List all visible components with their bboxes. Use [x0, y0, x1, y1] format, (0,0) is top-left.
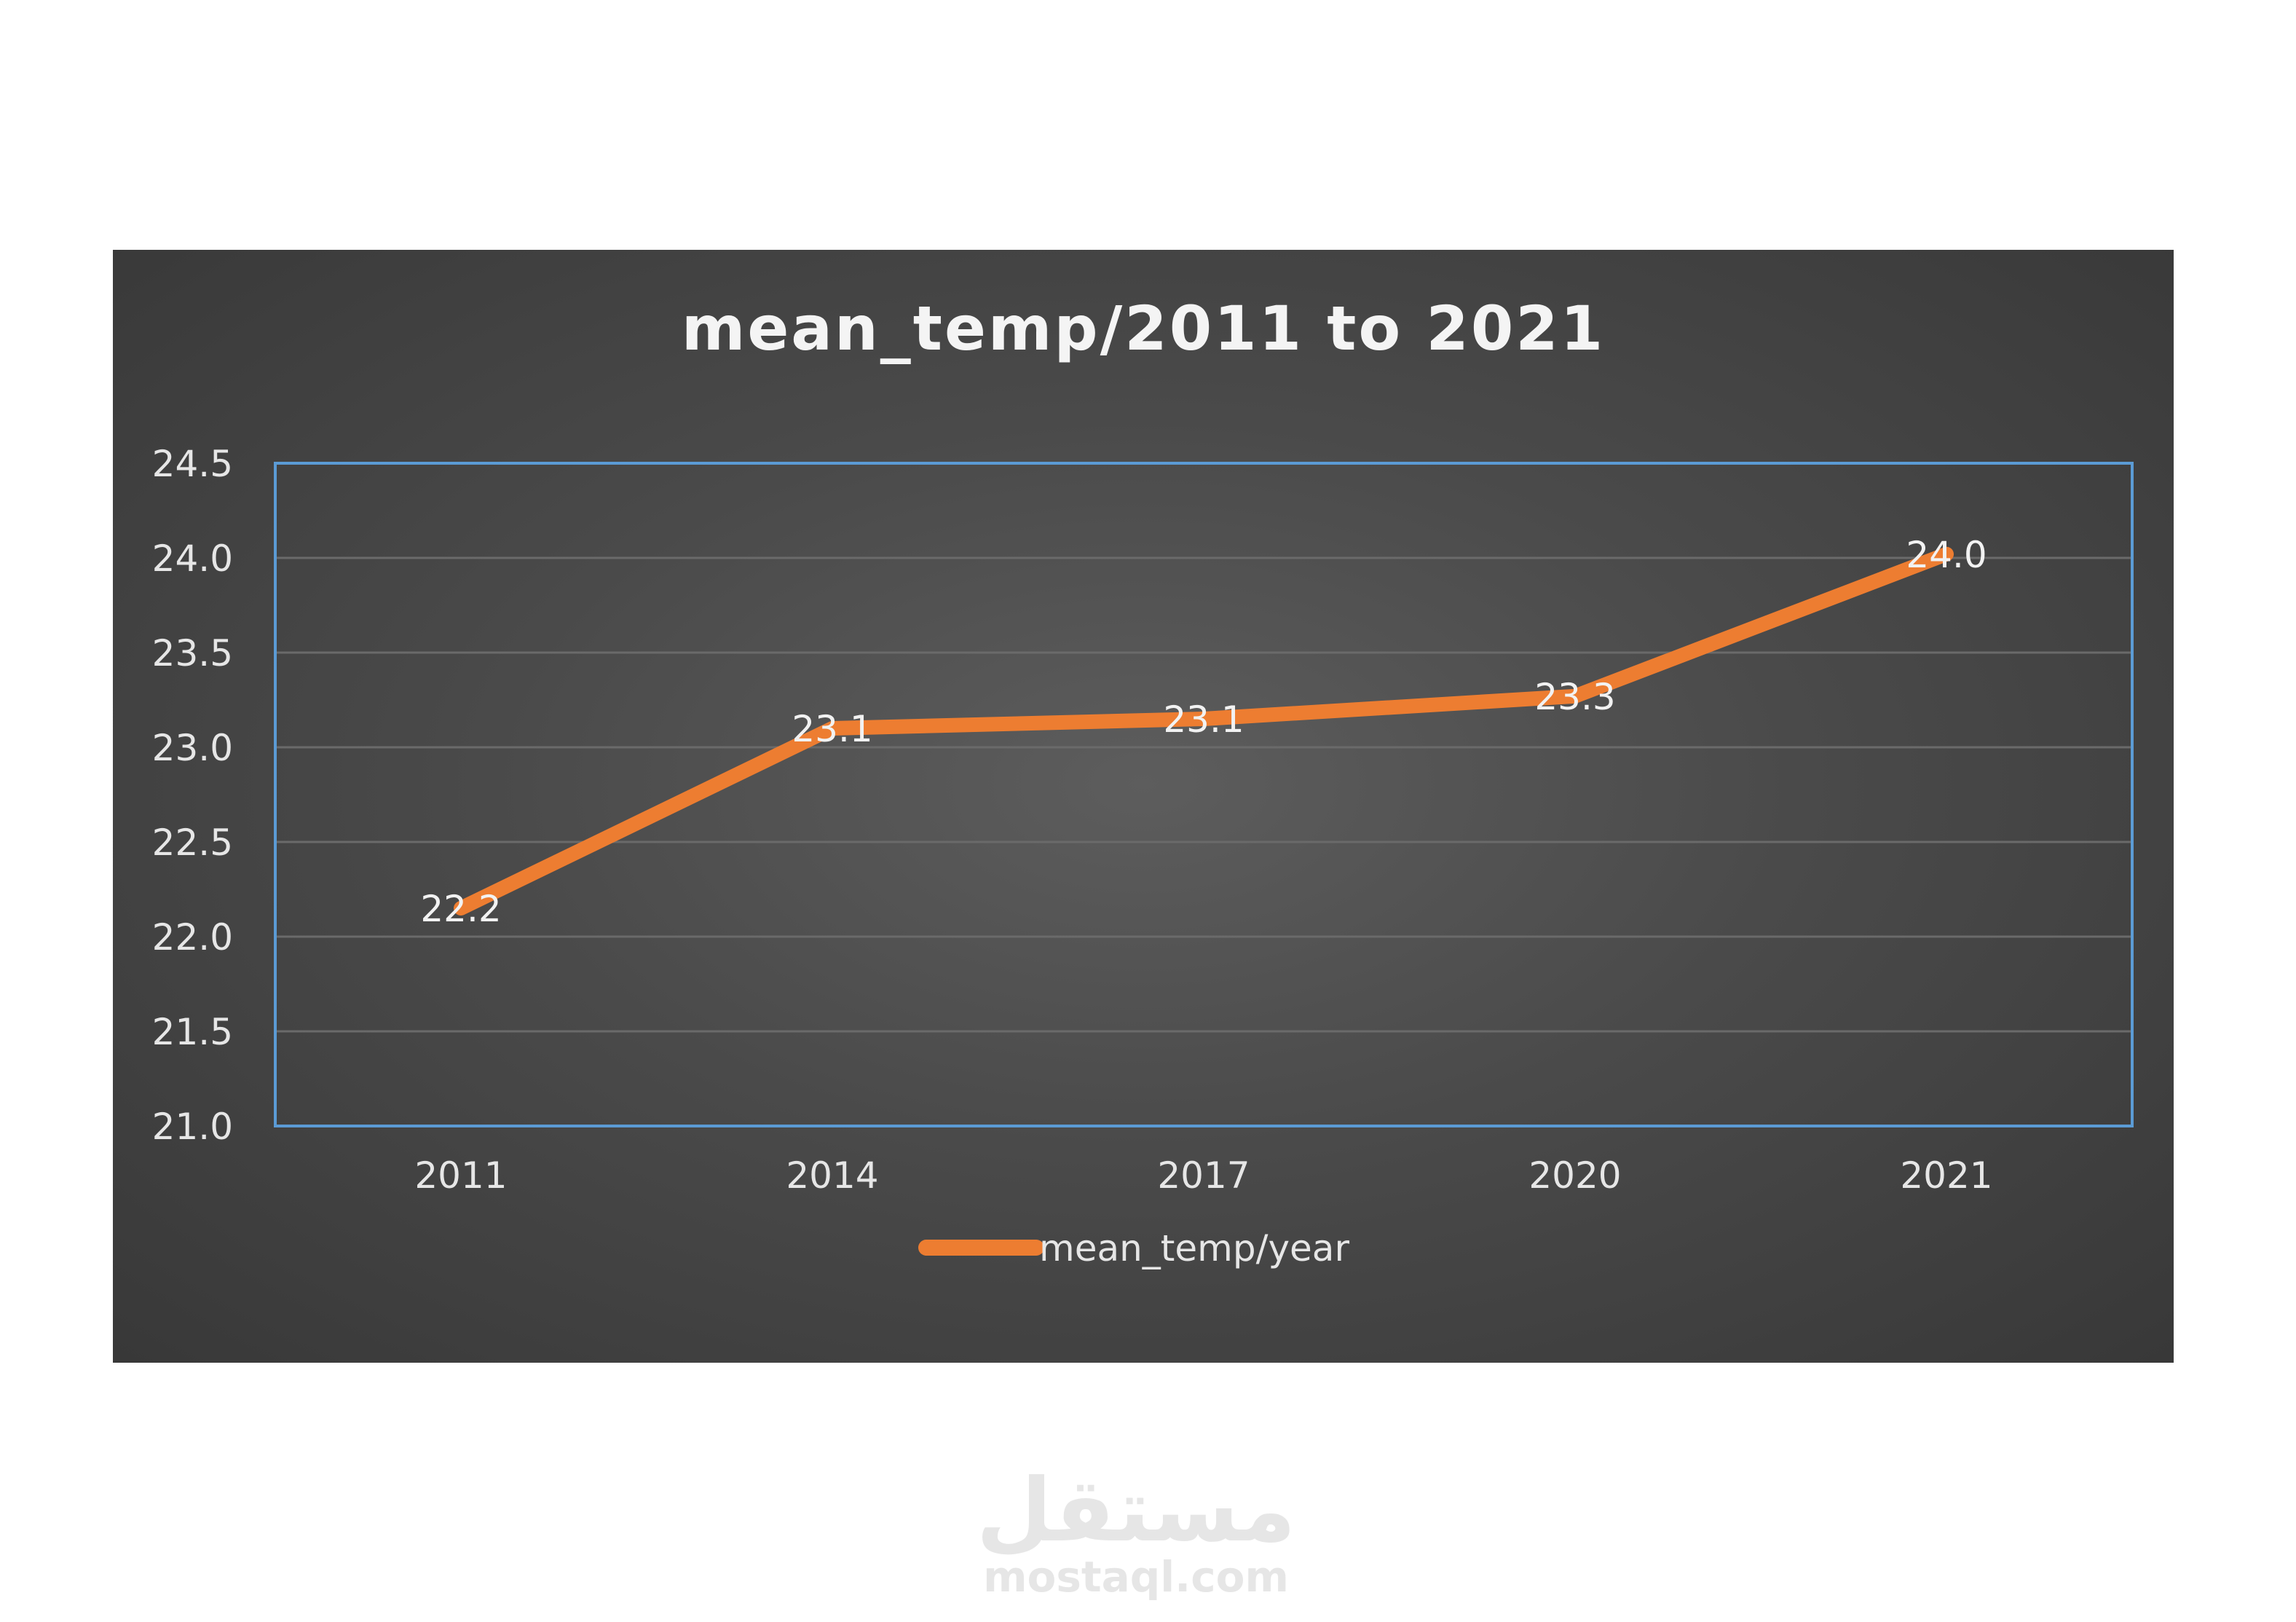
x-tick-label: 2011 [414, 1154, 507, 1197]
chart-svg: mean_temp/2011 to 2021 21.021.522.022.52… [152, 293, 2134, 1269]
x-tick-label: 2021 [1900, 1154, 1992, 1197]
x-tick-label: 2017 [1157, 1154, 1250, 1197]
y-tick-label: 22.5 [152, 822, 233, 864]
series-line-mean-temp[interactable] [454, 546, 1954, 916]
gridlines [275, 556, 2132, 1033]
data-labels: 22.2 23.1 23.1 23.3 24.0 [420, 534, 1987, 930]
chart-title: mean_temp/2011 to 2021 [682, 293, 1605, 364]
y-tick-label: 23.5 [152, 632, 233, 674]
y-tick-label: 22.0 [152, 916, 233, 958]
chart-panel: mean_temp/2011 to 2021 21.0 21.5 22.0 22.5 2… [113, 250, 2174, 1363]
x-tick-label: 2014 [786, 1154, 878, 1197]
y-tick-label: 23.0 [152, 727, 233, 769]
watermark-arabic-text: مستقل [977, 1460, 1296, 1562]
watermark-logo: مستقل mostaql.com [977, 1460, 1296, 1602]
y-tick-label: 24.5 [152, 443, 233, 485]
y-tick-label: 21.5 [152, 1011, 233, 1053]
data-label: 24.0 [1906, 534, 1987, 576]
data-label: 23.1 [792, 708, 872, 750]
legend-label: mean_temp/year [1039, 1227, 1349, 1269]
watermark-site-text: mostaql.com [983, 1552, 1289, 1602]
series-group [454, 546, 1954, 916]
data-label: 23.3 [1534, 676, 1615, 718]
legend[interactable]: mean_temp/year [918, 1227, 1349, 1269]
x-tick-label: 2020 [1528, 1154, 1621, 1197]
plot-area-border [274, 462, 2134, 1127]
x-axis-ticks: 2011 2014 2017 2020 2021 [414, 1154, 1992, 1197]
data-label: 23.1 [1163, 698, 1244, 741]
data-label: 22.2 [420, 888, 501, 930]
y-axis-ticks: 21.0 21.5 22.0 22.5 23.0 23.5 24.0 24.5 [152, 443, 233, 1148]
y-tick-label: 24.0 [152, 538, 233, 580]
y-tick-label: 21.0 [152, 1106, 233, 1148]
